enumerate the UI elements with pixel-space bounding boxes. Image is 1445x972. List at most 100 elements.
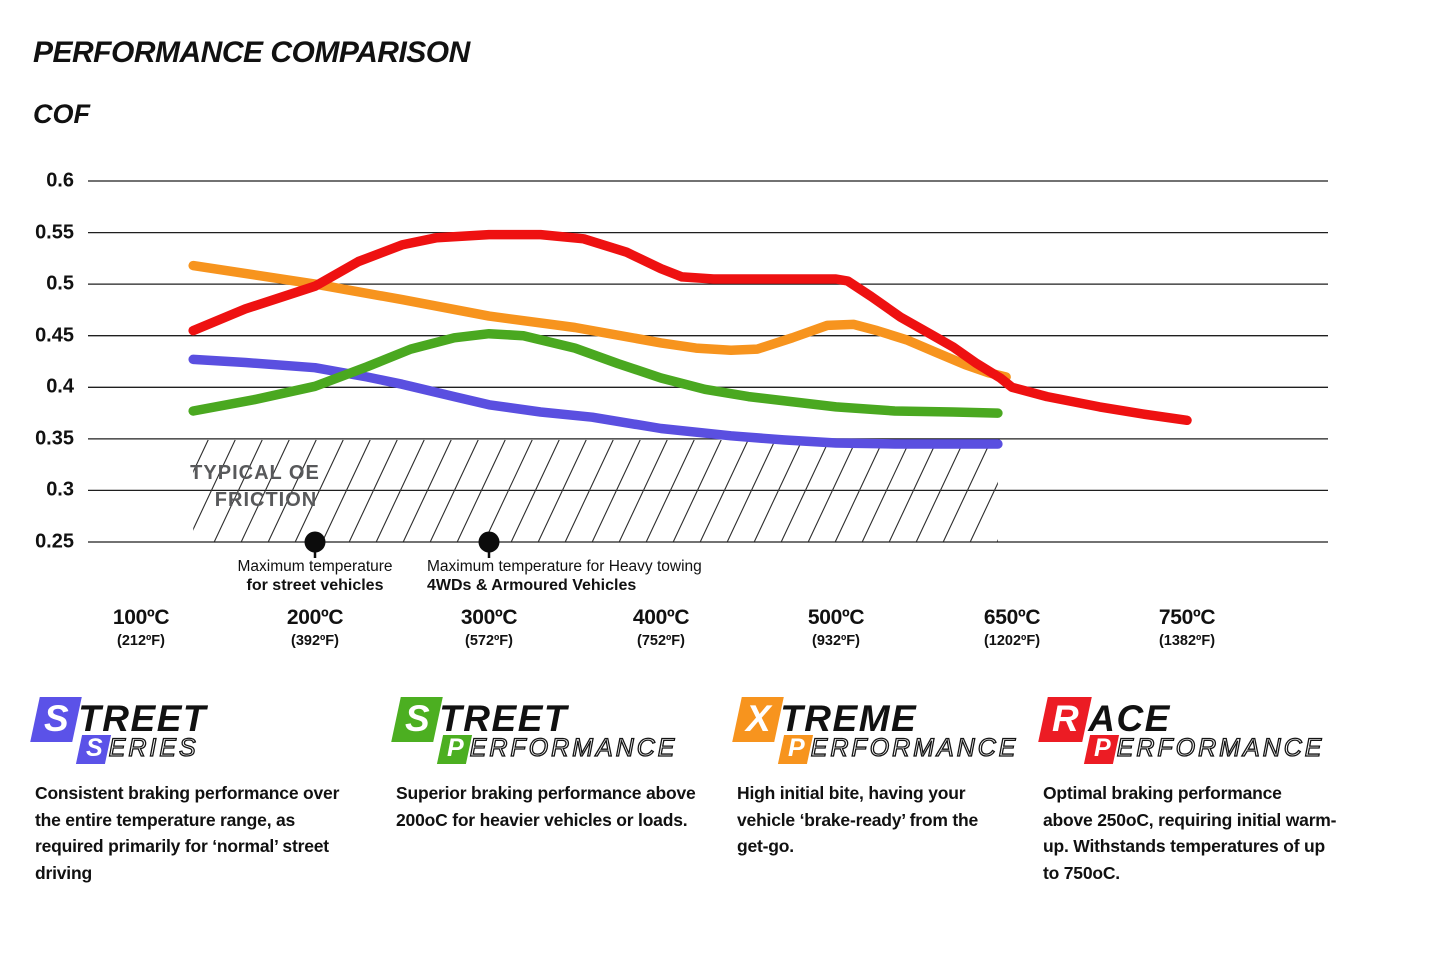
x-tick-label-500: 500ºC (932ºF) bbox=[807, 606, 865, 649]
marker-annotation-1: Maximum temperature for street vehicles bbox=[237, 558, 392, 595]
hatch-line bbox=[726, 439, 776, 543]
hatch-line bbox=[240, 439, 290, 543]
y-tick-label-0.5: 0.5 bbox=[46, 272, 74, 295]
brand-sub-line: P ERFORMANCE bbox=[1087, 735, 1383, 764]
hatch-line bbox=[834, 439, 884, 543]
oe-band-label-line1: TYPICAL OE bbox=[190, 462, 320, 484]
series-line-street-series bbox=[188, 354, 1003, 449]
sub-initial-chip: P bbox=[1087, 735, 1116, 764]
series-line-race-performance bbox=[188, 229, 1192, 426]
hatch-line bbox=[780, 439, 830, 543]
hatch-line bbox=[193, 439, 209, 474]
legend-description: Consistent braking performance over the … bbox=[35, 783, 340, 883]
marker-annotation-line1: Maximum temperature bbox=[237, 558, 393, 575]
brand-initial-chip: S bbox=[396, 697, 438, 742]
performance-chart bbox=[88, 180, 1328, 558]
marker-annotation-line2: for street vehicles bbox=[246, 576, 384, 594]
x-tick-celsius: 200ºC bbox=[286, 606, 344, 629]
x-tick-fahrenheit: (572ºF) bbox=[464, 633, 513, 649]
y-tick-label-0.45: 0.45 bbox=[35, 324, 74, 347]
y-tick-label-0.6: 0.6 bbox=[46, 169, 74, 192]
hatch-line bbox=[456, 439, 506, 543]
x-tick-label-200: 200ºC (392ºF) bbox=[286, 606, 344, 649]
brand-rest: TREET bbox=[78, 698, 207, 739]
x-tick-fahrenheit: (1382ºF) bbox=[1158, 633, 1216, 649]
hatch-line bbox=[807, 439, 857, 543]
x-tick-fahrenheit: (932ºF) bbox=[811, 633, 860, 649]
x-tick-fahrenheit: (212ºF) bbox=[116, 633, 165, 649]
legend-item-race-performance: R ACE P ERFORMANCE Optimal braking perform… bbox=[1043, 697, 1383, 886]
sub-initial-chip: P bbox=[440, 735, 469, 764]
sub-rest: ERFORMANCE bbox=[1116, 734, 1325, 762]
hatch-line bbox=[591, 439, 641, 543]
legend-item-street-series: S TREET S ERIES Consistent braking perform… bbox=[35, 697, 365, 886]
x-tick-celsius: 300ºC bbox=[460, 606, 518, 629]
hatch-line bbox=[942, 439, 992, 543]
page-title: PERFORMANCE COMPARISON bbox=[33, 36, 470, 69]
hatch-line bbox=[753, 439, 803, 543]
marker-annotation-line2: 4WDs & Armoured Vehicles bbox=[427, 576, 637, 594]
x-tick-celsius: 400ºC bbox=[632, 606, 690, 629]
x-tick-celsius: 750ºC bbox=[1158, 606, 1216, 629]
hatch-line bbox=[294, 439, 344, 543]
legend-description: High initial bite, having your vehicle ‘… bbox=[737, 783, 979, 856]
hatch-line bbox=[915, 439, 965, 543]
oe-friction-hatch bbox=[193, 439, 998, 543]
hatch-line bbox=[699, 439, 749, 543]
hatch-line bbox=[510, 439, 560, 543]
sub-rest: ERIES bbox=[108, 734, 199, 762]
hatch-line bbox=[267, 439, 317, 543]
brand-initial-chip: R bbox=[1043, 697, 1087, 742]
hatch-line bbox=[672, 439, 722, 543]
marker-annotation-2: Maximum temperature for Heavy towing 4WDs… bbox=[427, 558, 702, 595]
brand-logo-race-performance: R ACE bbox=[1043, 697, 1383, 742]
x-tick-celsius: 650ºC bbox=[983, 606, 1041, 629]
x-tick-label-300: 300ºC (572ºF) bbox=[460, 606, 518, 649]
y-tick-label-0.25: 0.25 bbox=[35, 530, 74, 553]
series-line-street-performance bbox=[188, 328, 1003, 418]
hatch-line bbox=[348, 439, 398, 543]
hatch-line bbox=[564, 439, 614, 543]
hatch-line bbox=[888, 439, 938, 543]
hatch-line bbox=[213, 439, 263, 543]
hatch-line bbox=[969, 481, 998, 543]
hatch-line bbox=[645, 439, 695, 543]
legend-item-street-performance: S TREET P ERFORMANCE Superior braking perf… bbox=[396, 697, 726, 833]
sub-initial-chip: P bbox=[781, 735, 810, 764]
x-tick-label-750: 750ºC (1382ºF) bbox=[1158, 606, 1216, 649]
marker-dot-2 bbox=[478, 531, 500, 553]
sub-rest: ERFORMANCE bbox=[810, 734, 1019, 762]
legend-item-xtreme-performance: X TREME P ERFORMANCE High initial bite, ha… bbox=[737, 697, 1037, 860]
marker-annotation-line1: Maximum temperature for Heavy towing bbox=[427, 558, 702, 575]
brand-logo-street-series: S TREET bbox=[35, 697, 365, 742]
x-tick-celsius: 100ºC bbox=[112, 606, 170, 629]
x-tick-label-100: 100ºC (212ºF) bbox=[112, 606, 170, 649]
brand-initial-chip: X bbox=[737, 697, 779, 742]
series-line-xtreme-performance bbox=[188, 260, 1011, 382]
hatch-line bbox=[429, 439, 479, 543]
hatch-line bbox=[375, 439, 425, 543]
brand-sub-line: S ERIES bbox=[79, 735, 365, 764]
y-tick-label-0.35: 0.35 bbox=[35, 427, 74, 450]
hatch-line bbox=[861, 439, 911, 543]
brand-rest: ACE bbox=[1088, 698, 1171, 739]
hatch-line bbox=[193, 439, 236, 531]
x-tick-label-400: 400ºC (752ºF) bbox=[632, 606, 690, 649]
sub-rest: ERFORMANCE bbox=[469, 734, 678, 762]
brand-logo-street-performance: S TREET bbox=[396, 697, 726, 742]
y-axis-title: COF bbox=[33, 99, 90, 129]
hatch-line bbox=[618, 439, 668, 543]
hatch-line bbox=[483, 439, 533, 543]
y-tick-label-0.4: 0.4 bbox=[46, 375, 74, 398]
hatch-line bbox=[537, 439, 587, 543]
x-tick-label-650: 650ºC (1202ºF) bbox=[983, 606, 1041, 649]
x-tick-fahrenheit: (1202ºF) bbox=[983, 633, 1041, 649]
brand-sub-line: P ERFORMANCE bbox=[781, 735, 1037, 764]
brand-logo-xtreme-performance: X TREME bbox=[737, 697, 1037, 742]
brand-initial-chip: S bbox=[35, 697, 77, 742]
y-tick-label-0.3: 0.3 bbox=[46, 478, 74, 501]
x-tick-celsius: 500ºC bbox=[807, 606, 865, 629]
marker-dot-1 bbox=[304, 531, 326, 553]
legend-description: Superior braking performance above 200oC… bbox=[396, 783, 696, 830]
